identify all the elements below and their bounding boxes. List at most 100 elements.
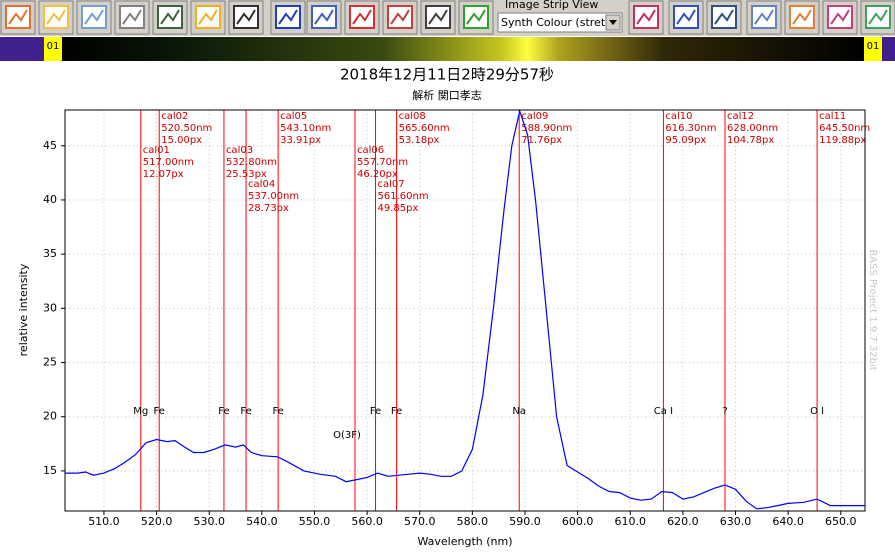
colour-select[interactable] — [497, 12, 623, 33]
element-label: Ca I — [654, 406, 673, 417]
button-glyph — [352, 9, 372, 25]
element-label: Fe — [218, 406, 229, 417]
x-tick-label: 530.0 — [193, 515, 225, 528]
calibration-wavelength: 517.00nm — [143, 157, 194, 168]
button-glyph — [314, 9, 334, 25]
element-label: O(3F) — [333, 430, 361, 441]
x-tick-label: 620.0 — [667, 515, 699, 528]
plot-frame — [64, 109, 866, 512]
button-glyph — [236, 9, 256, 25]
calibration-px: 49.85px — [378, 203, 419, 214]
calibration-px: 95.09px — [665, 135, 706, 146]
calibration-px: 28.73px — [248, 203, 289, 214]
spectrum-line — [65, 108, 865, 510]
y-axis-label: relative intensity — [17, 263, 30, 356]
x-tick-label: 600.0 — [562, 515, 594, 528]
watermark: BASS Project 1.9.7 32bit — [867, 249, 878, 370]
colour-select-text: Synth Colour (stretc — [501, 16, 611, 29]
calibration-wavelength: 543.10nm — [280, 123, 331, 134]
strip-left-box — [44, 37, 62, 61]
element-label: ? — [722, 406, 727, 417]
calibration-wavelength: 561.60nm — [378, 191, 429, 202]
x-tick-label: 640.0 — [772, 515, 804, 528]
element-label: Na — [512, 406, 526, 417]
x-tick-label: 610.0 — [615, 515, 647, 528]
button-glyph — [46, 9, 66, 25]
y-tick-label: 35 — [43, 247, 57, 260]
calibration-wavelength: 645.50nm — [819, 123, 870, 134]
calibration-name: cal01 — [143, 145, 170, 156]
calibration-name: cal08 — [399, 111, 426, 122]
x-tick-label: 560.0 — [351, 515, 383, 528]
x-tick-label: 590.0 — [509, 515, 541, 528]
calibration-wavelength: 588.90nm — [521, 123, 572, 134]
button-glyph — [466, 9, 486, 25]
y-tick-label: 15 — [43, 464, 57, 477]
calibration-name: cal07 — [378, 179, 405, 190]
calibration-name: cal03 — [226, 145, 253, 156]
strip-right-box — [864, 37, 882, 61]
button-glyph — [792, 9, 812, 25]
x-axis-label: Wavelength (nm) — [417, 535, 512, 548]
x-tick-label: 580.0 — [457, 515, 489, 528]
x-tick-label: 630.0 — [720, 515, 752, 528]
calibration-name: cal06 — [357, 145, 384, 156]
element-label: Mg — [133, 406, 148, 417]
button-glyph — [868, 9, 888, 25]
calibration-px: 104.78px — [727, 135, 774, 146]
button-glyph — [122, 9, 142, 25]
y-tick-label: 40 — [43, 193, 57, 206]
element-label: Fe — [391, 406, 402, 417]
calibration-px: 46.20px — [357, 169, 398, 180]
button-glyph — [160, 9, 180, 25]
calibration-px: 71.76px — [521, 135, 562, 146]
button-glyph — [676, 9, 696, 25]
calibration-wavelength: 628.00nm — [727, 123, 778, 134]
calibration-name: cal12 — [727, 111, 754, 122]
calibration-wavelength: 565.60nm — [399, 123, 450, 134]
element-label: Fe — [240, 406, 251, 417]
calibration-px: 119.88px — [819, 135, 866, 146]
calibration-wavelength: 532.80nm — [226, 157, 277, 168]
button-glyph — [428, 9, 448, 25]
element-label: Fe — [370, 406, 381, 417]
x-tick-label: 540.0 — [246, 515, 278, 528]
button-glyph — [84, 9, 104, 25]
element-label: O I — [810, 406, 824, 417]
calibration-px: 33.91px — [280, 135, 321, 146]
button-glyph — [714, 9, 734, 25]
strip-right-label: 01 — [867, 41, 880, 52]
y-tick-label: 25 — [43, 356, 57, 369]
element-label: Fe — [154, 406, 165, 417]
calibration-name: cal11 — [819, 111, 846, 122]
x-tick-label: 570.0 — [404, 515, 436, 528]
button-glyph — [754, 9, 774, 25]
calibration-name: cal04 — [248, 179, 275, 190]
calibration-wavelength: 537.00nm — [248, 191, 299, 202]
button-glyph — [636, 9, 656, 25]
y-tick-label: 45 — [43, 139, 57, 152]
calibration-px: 53.18px — [399, 135, 440, 146]
dropdown-arrow — [609, 20, 617, 25]
x-tick-label: 650.0 — [825, 515, 857, 528]
button-glyph — [278, 9, 298, 25]
strip-view-label: Image Strip View — [505, 0, 598, 11]
x-tick-label: 520.0 — [141, 515, 173, 528]
button-glyph — [390, 9, 410, 25]
calibration-name: cal10 — [665, 111, 692, 122]
y-tick-label: 30 — [43, 301, 57, 314]
calibration-name: cal05 — [280, 111, 307, 122]
y-tick-label: 20 — [43, 410, 57, 423]
button-glyph — [830, 9, 850, 25]
x-tick-label: 510.0 — [88, 515, 120, 528]
strip-left-label: 01 — [47, 41, 60, 52]
calibration-px: 12.07px — [143, 169, 184, 180]
calibration-wavelength: 616.30nm — [665, 123, 716, 134]
x-tick-label: 550.0 — [299, 515, 331, 528]
chart-title: 2018年12月11日2時29分57秒 — [340, 66, 554, 84]
calibration-name: cal09 — [521, 111, 548, 122]
image-strip — [62, 37, 864, 61]
calibration-px: 15.00px — [161, 135, 202, 146]
